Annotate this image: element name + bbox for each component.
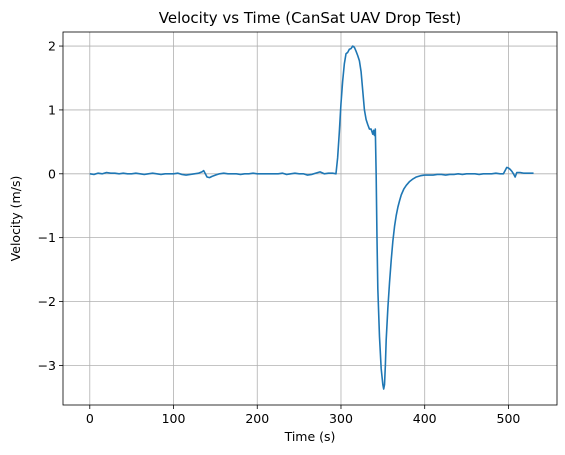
x-tick-label: 200 xyxy=(245,411,269,426)
y-tick-label: 2 xyxy=(48,39,56,54)
x-tick-label: 300 xyxy=(329,411,353,426)
x-axis-ticks: 0 100 200 300 400 500 xyxy=(86,405,521,426)
x-tick-label: 500 xyxy=(497,411,521,426)
y-tick-label: −3 xyxy=(38,358,56,373)
grid xyxy=(63,32,557,405)
plot-frame xyxy=(62,31,558,406)
x-tick-label: 0 xyxy=(86,411,94,426)
chart-title: Velocity vs Time (CanSat UAV Drop Test) xyxy=(159,9,462,27)
y-tick-label: −1 xyxy=(38,230,56,245)
x-tick-label: 400 xyxy=(413,411,437,426)
y-tick-label: 1 xyxy=(48,102,56,117)
x-tick-label: 100 xyxy=(162,411,186,426)
x-axis-label: Time (s) xyxy=(284,429,336,444)
y-tick-label: −2 xyxy=(38,294,56,309)
series-line-velocity xyxy=(89,45,534,390)
y-axis-label: Velocity (m/s) xyxy=(8,176,23,262)
y-tick-label: 0 xyxy=(48,166,56,181)
y-axis-ticks: −3 −2 −1 0 1 2 xyxy=(38,39,63,373)
